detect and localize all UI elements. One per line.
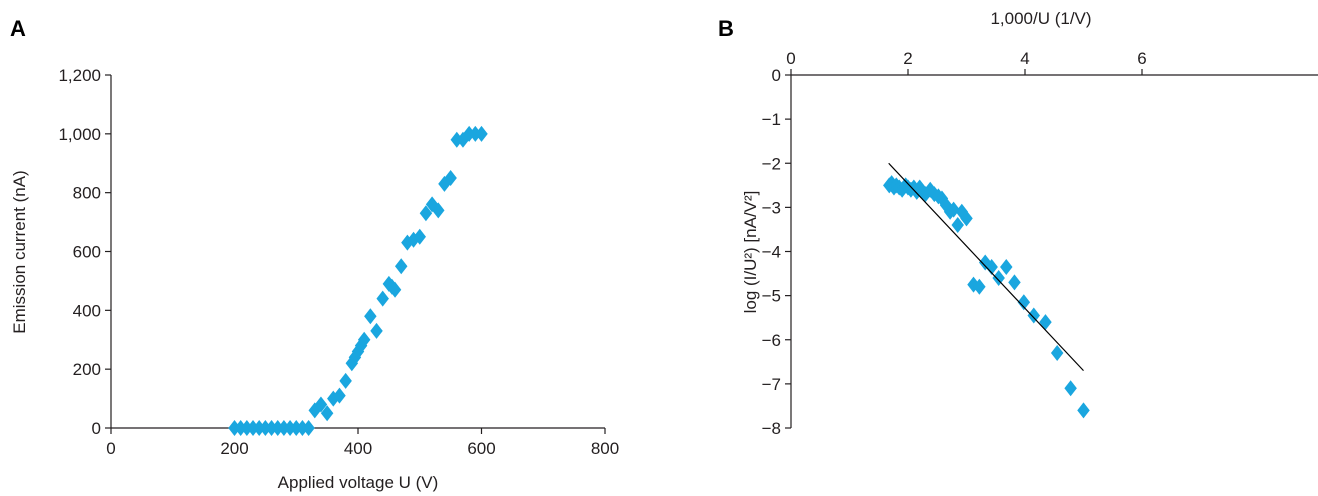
panel-b-y-tick-label: −2 — [762, 154, 781, 173]
panel-b-data-point — [1050, 344, 1064, 361]
panel-b-letter: B — [718, 16, 734, 41]
panel-b-points — [883, 175, 1090, 419]
panel-a-points — [228, 125, 488, 436]
panel-a-x-tick-label: 0 — [106, 439, 115, 458]
panel-a-data-point — [432, 202, 445, 219]
panel-b-y-axis-label: log (I/U²) [nA/V²] — [741, 191, 760, 314]
panel-a-y-tick-label: 1,000 — [58, 125, 101, 144]
panel-a-y-tick-label: 800 — [73, 184, 101, 203]
panel-b-data-point — [1008, 274, 1021, 291]
panel-b-data-point — [960, 210, 973, 227]
panel-b-y-tick-label: −5 — [762, 287, 781, 306]
panel-a-y-tick-label: 600 — [73, 243, 101, 262]
panel-a-y-axis-label: Emission current (nA) — [10, 170, 29, 333]
panel-b-y-tick-label: −4 — [762, 243, 781, 262]
panel-b: B 0 2 4 6 0 −1 −2 −3 −4 −5 −6 −7 −8 1,000/U (1/V) lo… — [718, 9, 1318, 438]
panel-a-ticks: 0 200 400 600 800 0 200 400 600 800 1,000 1,200 — [58, 66, 619, 458]
panel-b-y-tick-label: −6 — [762, 331, 781, 350]
panel-b-data-point — [973, 278, 986, 295]
panel-a: A 0 200 400 600 800 0 200 400 600 800 1,000 1,200 A… — [10, 16, 619, 492]
panel-a-data-point — [364, 308, 377, 325]
panel-a-y-tick-label: 1,200 — [58, 66, 101, 85]
panel-a-data-point — [333, 387, 346, 404]
panel-b-data-point — [985, 258, 998, 275]
panel-b-data-point — [947, 201, 960, 218]
panel-a-data-point — [302, 420, 315, 436]
panel-b-data-point — [1039, 314, 1052, 331]
panel-b-x-axis-label: 1,000/U (1/V) — [990, 9, 1091, 28]
panel-a-data-point — [314, 396, 328, 413]
panel-b-x-tick-label: 6 — [1137, 49, 1146, 68]
panel-a-data-point — [370, 322, 383, 339]
panel-b-data-point — [951, 217, 964, 234]
panel-a-y-tick-label: 0 — [92, 419, 101, 438]
panel-a-data-point — [320, 405, 334, 422]
panel-b-data-point — [978, 254, 992, 271]
panel-b-x-tick-label: 2 — [903, 49, 912, 68]
panel-a-data-point — [401, 234, 414, 251]
panel-a-x-tick-label: 800 — [591, 439, 619, 458]
panel-b-y-tick-label: 0 — [772, 66, 781, 85]
panel-b-y-tick-label: −7 — [762, 375, 781, 394]
panel-a-letter: A — [10, 16, 26, 41]
panel-a-y-tick-label: 400 — [73, 301, 101, 320]
panel-b-y-tick-label: −3 — [762, 198, 781, 217]
panel-b-fit-line — [888, 162, 1084, 372]
panel-b-x-tick-label: 0 — [786, 49, 795, 68]
panel-a-data-point — [354, 337, 368, 354]
panel-b-data-point — [1064, 380, 1077, 397]
panel-a-data-point — [308, 402, 322, 419]
panel-b-data-point — [1017, 294, 1031, 311]
panel-a-data-point — [394, 258, 408, 275]
panel-a-x-tick-label: 600 — [467, 439, 495, 458]
panel-a-data-point — [475, 125, 488, 142]
panel-a-data-point — [444, 169, 457, 186]
panel-a-data-point — [419, 205, 433, 222]
panel-a-x-tick-label: 400 — [344, 439, 372, 458]
panel-a-data-point — [388, 281, 402, 298]
panel-b-y-tick-label: −8 — [762, 419, 781, 438]
panel-b-x-tick-label: 4 — [1020, 49, 1029, 68]
panel-a-data-point — [376, 290, 389, 307]
panel-a-data-point — [413, 228, 426, 245]
panel-a-data-point — [339, 372, 352, 389]
panel-a-x-tick-label: 200 — [220, 439, 248, 458]
panel-b-data-point — [1027, 307, 1041, 324]
panel-a-x-axis-label: Applied voltage U (V) — [278, 473, 439, 492]
panel-b-data-point — [992, 269, 1005, 286]
panel-b-y-tick-label: −1 — [762, 110, 781, 129]
panel-a-y-tick-label: 200 — [73, 360, 101, 379]
panel-a-data-point — [327, 390, 340, 407]
panel-b-data-point — [1077, 402, 1090, 419]
panel-b-data-point — [1000, 258, 1013, 275]
panel-b-ticks: 0 2 4 6 0 −1 −2 −3 −4 −5 −6 −7 −8 — [762, 49, 1147, 438]
panel-a-data-point — [357, 331, 371, 348]
